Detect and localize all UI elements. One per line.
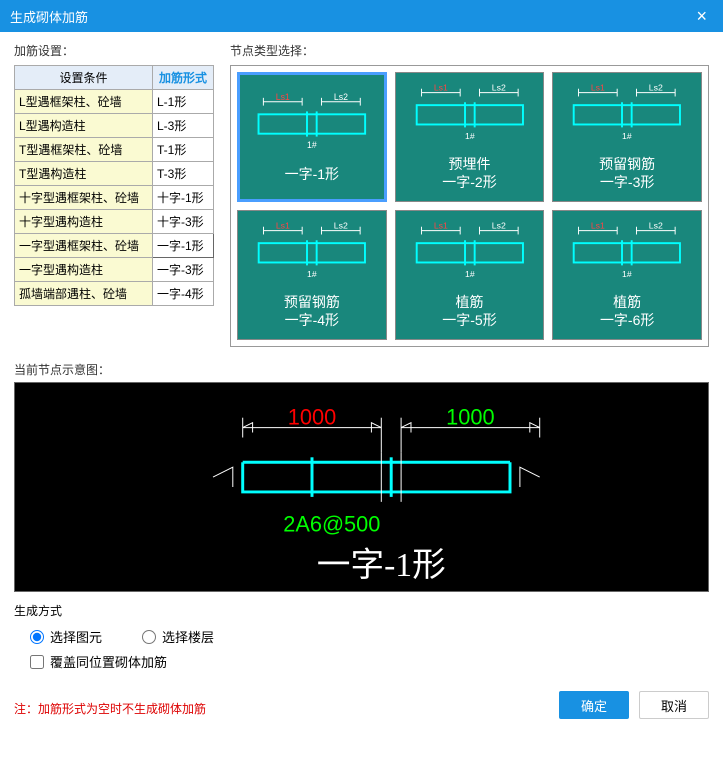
titlebar: 生成砌体加筋 × [0,0,723,32]
preview-diagram: 1000 1000 2A6@500 一字-1形 [14,382,709,592]
gen-title: 生成方式 [14,602,709,619]
table-row[interactable]: 十字型遇框架柱、砼墙十字-1形 [15,186,214,210]
radio-floor-input[interactable] [142,630,156,644]
thumb-item[interactable]: Ls1 Ls2 1# 预留钢筋 一字-4形 [237,210,387,340]
cell-condition: 一字型遇构造柱 [15,258,153,282]
cell-form[interactable]: 一字-3形 [153,258,214,282]
thumb-item[interactable]: Ls1 Ls2 1# 植筋 一字-6形 [552,210,702,340]
thumb-label: 预留钢筋 一字-3形 [599,155,655,191]
spec: 2A6@500 [283,512,380,537]
table-row[interactable]: 孤墙端部遇柱、砼墙一字-4形 [15,282,214,306]
table-row[interactable]: T型遇构造柱T-3形 [15,162,214,186]
cell-condition: L型遇框架柱、砼墙 [15,90,153,114]
settings-label: 加筋设置： [14,42,214,59]
col-condition: 设置条件 [15,66,153,90]
check-override-input[interactable] [30,655,44,669]
nodetype-panel: 节点类型选择： Ls1Ls21#一字-1形Ls1Ls21#预埋件 一字-2形Ls… [230,42,709,347]
settings-panel: 加筋设置： 设置条件 加筋形式 L型遇框架柱、砼墙L-1形L型遇构造柱L-3形T… [14,42,214,347]
svg-text:Ls1: Ls1 [434,83,448,93]
radio-element-input[interactable] [30,630,44,644]
col-form: 加筋形式 [153,66,214,90]
cell-form[interactable]: L-1形 [153,90,214,114]
table-row[interactable]: L型遇框架柱、砼墙L-1形 [15,90,214,114]
cell-form[interactable]: T-1形 [153,138,214,162]
bottom-bar: 注：加筋形式为空时不生成砌体加筋 确定 取消 [0,687,723,731]
thumb-grid: Ls1 Ls2 1# 一字-1形 Ls1 Ls2 1# 预埋件 一字-2形 Ls1 Ls2 1# 预留… [230,65,709,347]
svg-text:1#: 1# [307,269,317,279]
note-text: 注：加筋形式为空时不生成砌体加筋 [14,700,206,717]
thumb-item[interactable]: Ls1 Ls2 1# 植筋 一字-5形 [395,210,545,340]
check-override[interactable]: 覆盖同位置砌体加筋 [30,652,167,671]
radio-select-element[interactable]: 选择图元 [30,627,102,646]
cell-condition: 十字型遇框架柱、砼墙 [15,186,153,210]
radio-select-floor[interactable]: 选择楼层 [142,627,214,646]
svg-text:1#: 1# [622,131,632,141]
svg-text:Ls2: Ls2 [491,221,505,231]
cell-condition: 十字型遇构造柱 [15,210,153,234]
cell-condition: 一字型遇框架柱、砼墙 [15,234,153,258]
svg-text:1#: 1# [307,140,317,150]
thumb-label: 植筋 一字-6形 [600,293,654,329]
cell-condition: 孤墙端部遇柱、砼墙 [15,282,153,306]
svg-text:1#: 1# [465,131,475,141]
svg-text:Ls1: Ls1 [276,92,290,102]
cell-form[interactable]: L-3形 [153,114,214,138]
svg-text:Ls2: Ls2 [491,83,505,93]
svg-text:1#: 1# [465,269,475,279]
close-icon[interactable]: × [690,6,713,27]
svg-text:Ls2: Ls2 [334,92,348,102]
svg-text:Ls1: Ls1 [591,83,605,93]
thumb-item[interactable]: Ls1 Ls2 1# 预留钢筋 一字-3形 [552,72,702,202]
nodetype-label: 节点类型选择： [230,42,709,59]
cancel-button[interactable]: 取消 [639,691,709,719]
cell-condition: L型遇构造柱 [15,114,153,138]
table-row[interactable]: L型遇构造柱L-3形 [15,114,214,138]
cell-form[interactable]: 一字-4形 [153,282,214,306]
svg-text:1#: 1# [622,269,632,279]
table-row[interactable]: 十字型遇构造柱十字-3形 [15,210,214,234]
dim2: 1000 [446,405,494,430]
cell-form[interactable]: T-3形 [153,162,214,186]
preview-name: 一字-1形 [317,546,446,584]
cell-condition: T型遇框架柱、砼墙 [15,138,153,162]
svg-text:Ls2: Ls2 [649,83,663,93]
thumb-label: 预留钢筋 一字-4形 [284,293,340,329]
content: 加筋设置： 设置条件 加筋形式 L型遇框架柱、砼墙L-1形L型遇构造柱L-3形T… [0,32,723,687]
table-row[interactable]: 一字型遇框架柱、砼墙一字-1形 [15,234,214,258]
gen-section: 生成方式 选择图元 选择楼层 覆盖同位置砌体加筋 [14,602,709,671]
dim1: 1000 [288,405,336,430]
thumb-label: 预埋件 一字-2形 [442,155,496,191]
svg-text:Ls1: Ls1 [434,221,448,231]
svg-text:Ls1: Ls1 [276,221,290,231]
table-row[interactable]: 一字型遇构造柱一字-3形 [15,258,214,282]
svg-text:Ls2: Ls2 [649,221,663,231]
thumb-label: 一字-1形 [285,165,339,183]
svg-text:Ls1: Ls1 [591,221,605,231]
thumb-item[interactable]: Ls1 Ls2 1# 一字-1形 [237,72,387,202]
cell-form[interactable]: 一字-1形 [153,234,214,258]
ok-button[interactable]: 确定 [559,691,629,719]
cell-form[interactable]: 十字-1形 [153,186,214,210]
cell-condition: T型遇构造柱 [15,162,153,186]
settings-table: 设置条件 加筋形式 L型遇框架柱、砼墙L-1形L型遇构造柱L-3形T型遇框架柱、… [14,65,214,306]
thumb-label: 植筋 一字-5形 [442,293,496,329]
preview-label: 当前节点示意图： [14,361,709,378]
svg-text:Ls2: Ls2 [334,221,348,231]
cell-form[interactable]: 十字-3形 [153,210,214,234]
thumb-item[interactable]: Ls1 Ls2 1# 预埋件 一字-2形 [395,72,545,202]
window-title: 生成砌体加筋 [10,7,690,26]
table-row[interactable]: T型遇框架柱、砼墙T-1形 [15,138,214,162]
